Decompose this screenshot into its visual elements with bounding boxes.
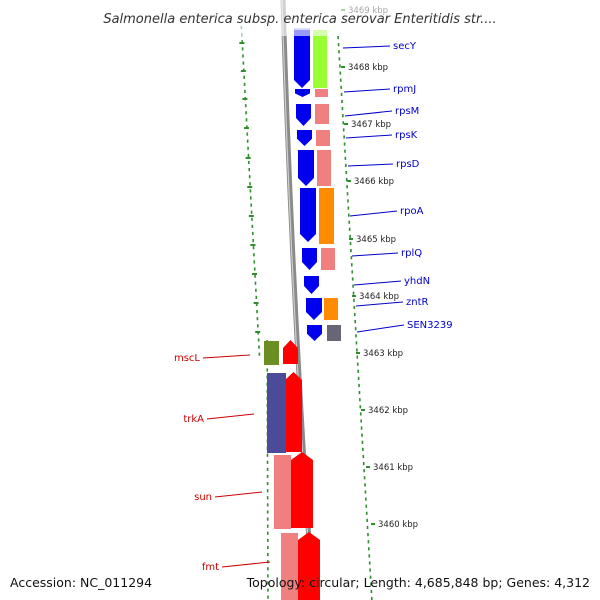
kbp-major-tick <box>371 523 375 525</box>
kbp-tick-label: 3465 kbp <box>356 235 396 245</box>
kbp-tick-label: 3468 kbp <box>348 63 388 73</box>
gene-label-secY[interactable]: secY <box>393 41 417 52</box>
ruler-major-tick <box>245 157 251 159</box>
gene-feature-zntR[interactable] <box>324 298 338 320</box>
gene-label-rpsD[interactable]: rpsD <box>396 159 420 170</box>
ruler-major-tick <box>252 273 258 275</box>
leader-line-rplQ <box>351 252 399 257</box>
kbp-tick-label: 3463 kbp <box>363 349 403 359</box>
gene-arrow-fmt[interactable] <box>298 532 320 600</box>
leader-line-zntR <box>355 301 404 307</box>
gene-feature-rpmJ[interactable] <box>315 89 328 97</box>
kbp-tick-label: 3462 kbp <box>368 406 408 416</box>
ruler-major-tick <box>239 42 245 44</box>
gene-arrow-trkA[interactable] <box>285 372 302 452</box>
leader-line-yhdN <box>353 280 402 286</box>
leader-line-trkA <box>206 413 255 420</box>
gene-feature-rpoA[interactable] <box>319 188 334 244</box>
gene-arrow-rpsD[interactable] <box>298 150 314 186</box>
leader-line-rpoA <box>349 210 398 217</box>
ruler-major-tick <box>253 302 259 304</box>
kbp-major-tick <box>341 66 345 68</box>
right-tick-ruler <box>337 36 373 600</box>
gene-feature-sun[interactable] <box>274 455 291 529</box>
gene-feature-rpsK[interactable] <box>316 130 330 146</box>
ruler-major-tick <box>240 70 246 72</box>
gene-arrow-secY[interactable] <box>294 28 310 88</box>
gene-label-trkA[interactable]: trkA <box>183 414 204 425</box>
gene-feature-rpsM[interactable] <box>315 104 329 124</box>
gene-arrow-yhdN[interactable] <box>304 276 319 294</box>
topology-text: Topology: circular; Length: 4,685,848 bp… <box>246 575 590 590</box>
gene-arrow-rpoA[interactable] <box>300 188 316 242</box>
gene-feature-trkA[interactable] <box>267 373 286 453</box>
gene-feature-SEN3239[interactable] <box>327 325 341 341</box>
ruler-major-tick <box>255 331 261 333</box>
gene-label-zntR[interactable]: zntR <box>406 297 429 308</box>
kbp-tick-label: 3466 kbp <box>354 177 394 187</box>
kbp-major-tick <box>366 466 370 468</box>
kbp-major-tick <box>347 180 351 182</box>
gene-label-rplQ[interactable]: rplQ <box>401 248 422 259</box>
map-title: Salmonella enterica subsp. enterica sero… <box>103 12 496 27</box>
gene-label-rpmJ[interactable]: rpmJ <box>393 84 416 95</box>
kbp-major-tick <box>361 409 365 411</box>
ruler-major-tick <box>250 244 256 246</box>
gene-arrow-zntR[interactable] <box>306 298 322 320</box>
gene-label-SEN3239[interactable]: SEN3239 <box>407 320 453 331</box>
kbp-major-tick <box>352 295 356 297</box>
gene-label-sun[interactable]: sun <box>194 492 212 503</box>
gene-arrow-SEN3239[interactable] <box>307 325 322 341</box>
ruler-major-tick <box>248 215 254 217</box>
leader-line-SEN3239 <box>356 324 405 333</box>
gene-label-fmt[interactable]: fmt <box>202 562 219 573</box>
gene-arrow-rplQ[interactable] <box>302 248 317 270</box>
kbp-tick-label: 3460 kbp <box>378 520 418 530</box>
ruler-major-tick <box>243 127 249 129</box>
kbp-tick-label: 3461 kbp <box>373 463 413 473</box>
leader-line-mscL <box>202 354 251 359</box>
kbp-major-tick <box>349 238 353 240</box>
gene-feature-mscL[interactable] <box>264 341 279 365</box>
leader-line-rpsM <box>344 110 393 117</box>
gene-feature-rpsD[interactable] <box>317 150 331 186</box>
gene-label-rpsK[interactable]: rpsK <box>395 130 418 141</box>
ruler-major-tick <box>242 98 248 100</box>
gene-arrow-mscL[interactable] <box>283 340 298 364</box>
gene-feature-rplQ[interactable] <box>321 248 335 270</box>
leader-line-rpmJ <box>343 88 391 93</box>
gene-label-rpoA[interactable]: rpoA <box>400 206 424 217</box>
gene-arrow-rpsK[interactable] <box>297 130 312 146</box>
leader-line-fmt <box>221 561 271 568</box>
leader-line-rpsD <box>347 163 394 167</box>
gene-feature-fmt[interactable] <box>281 533 298 600</box>
gene-arrow-rpsM[interactable] <box>296 104 311 126</box>
gene-arrow-rpmJ[interactable] <box>295 89 310 97</box>
kbp-major-tick <box>356 352 360 354</box>
leader-line-secY <box>342 45 391 49</box>
leader-line-rpsK <box>345 134 393 139</box>
leader-line-sun <box>214 491 263 498</box>
left-tick-ruler <box>239 26 261 356</box>
gene-feature-secY[interactable] <box>313 30 327 88</box>
gene-label-mscL[interactable]: mscL <box>174 353 200 364</box>
gene-label-rpsM[interactable]: rpsM <box>395 106 419 117</box>
accession-text: Accession: NC_011294 <box>10 575 152 590</box>
gene-arrow-sun[interactable] <box>291 452 313 528</box>
gene-label-yhdN[interactable]: yhdN <box>404 276 430 287</box>
ruler-major-tick <box>247 186 253 188</box>
kbp-tick-label: 3467 kbp <box>351 120 391 130</box>
kbp-tick-label: 3464 kbp <box>359 292 399 302</box>
kbp-major-tick <box>344 123 348 125</box>
